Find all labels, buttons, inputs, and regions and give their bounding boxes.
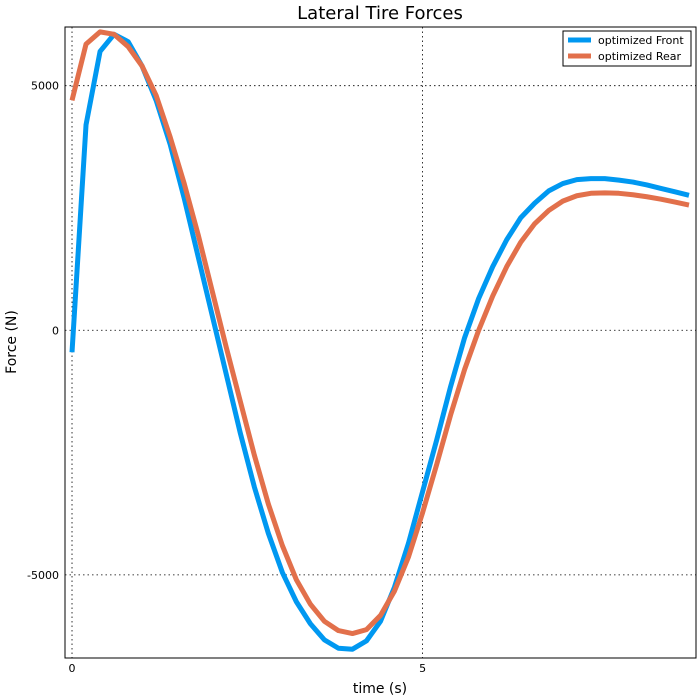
series-line-rear (69, 29, 690, 637)
chart-title: Lateral Tire Forces (297, 3, 463, 24)
y-axis-label: Force (N) (4, 310, 20, 374)
plot-frame (64, 26, 697, 659)
x-tick-label: 5 (419, 662, 426, 675)
gridlines (65, 27, 696, 658)
legend-box (562, 30, 692, 67)
legend-label-rear: optimized Rear (598, 50, 682, 63)
series-line-front (69, 31, 690, 652)
y-tick-label: 0 (52, 324, 59, 337)
tick-labels: 0 5 -5000 0 5000 (27, 80, 426, 675)
legend-label-front: optimized Front (598, 34, 684, 47)
y-tick-label: 5000 (31, 80, 59, 93)
y-tick-label: -5000 (27, 569, 59, 582)
x-tick-label: 0 (69, 662, 76, 675)
x-axis-label: time (s) (353, 681, 407, 697)
series-group (69, 29, 690, 652)
legend: optimized Front optimized Rear (562, 30, 692, 67)
